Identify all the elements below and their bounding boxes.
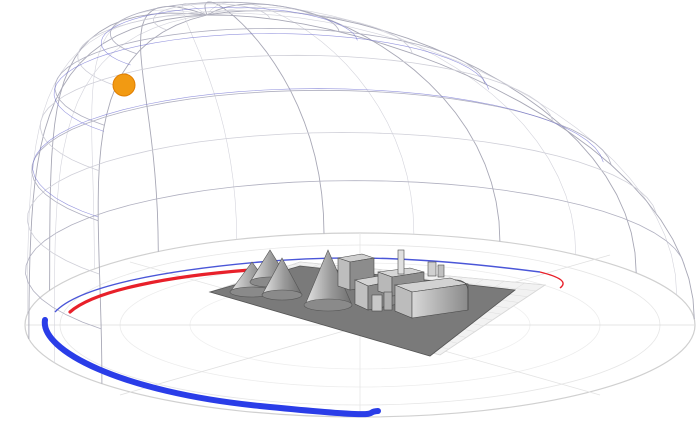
dome-meridian bbox=[181, 3, 237, 240]
hour-line bbox=[53, 33, 489, 132]
dome-meridian bbox=[97, 14, 208, 384]
equinox-sun-path bbox=[54, 257, 541, 313]
dome-meridian bbox=[206, 14, 695, 320]
dome-parallel bbox=[77, 10, 413, 87]
dome-parallel bbox=[109, 1, 340, 55]
dome-parallel bbox=[27, 132, 657, 275]
dome-parallel bbox=[153, 3, 271, 31]
dome-meridian bbox=[206, 3, 501, 242]
dome-parallel bbox=[54, 27, 486, 126]
winter-sun-path bbox=[41, 317, 381, 418]
sky-dome-grid bbox=[25, 1, 695, 384]
hour-line bbox=[100, 7, 358, 66]
cone-towers bbox=[229, 249, 353, 312]
dome-meridian bbox=[206, 13, 677, 296]
dome-meridian bbox=[91, 9, 208, 269]
dome-meridian bbox=[204, 1, 325, 234]
dome-meridian bbox=[140, 6, 208, 252]
dome-meridian bbox=[49, 12, 208, 291]
sun-path-arcs bbox=[41, 257, 564, 418]
summer-sun-path bbox=[68, 268, 252, 314]
block-buildings bbox=[337, 249, 469, 319]
hour-line bbox=[32, 88, 604, 218]
dome-parallel bbox=[31, 89, 612, 222]
site-model bbox=[208, 249, 547, 357]
dome-parallel bbox=[25, 180, 685, 330]
dome-meridian bbox=[54, 14, 208, 363]
sun-marker-icon bbox=[112, 73, 136, 97]
dome-parallel bbox=[39, 54, 554, 172]
dome-meridian bbox=[28, 14, 208, 339]
dome-meridian bbox=[206, 6, 577, 255]
